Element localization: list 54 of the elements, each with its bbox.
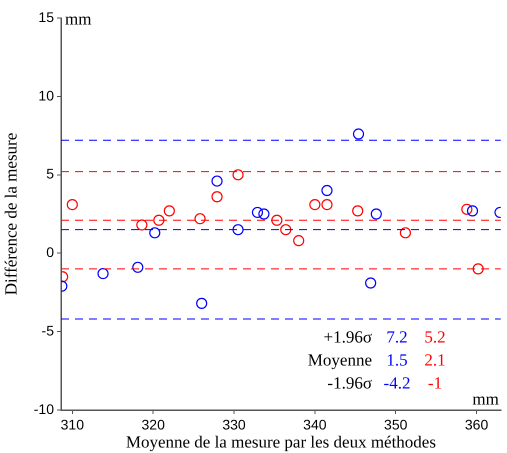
point (321, 198, 333, 210)
x-tick-label: 320 (141, 416, 166, 432)
point (280, 224, 292, 236)
ref-line-label: 2.1 (424, 350, 446, 370)
point (365, 277, 376, 289)
ref-line-label: 5.2 (424, 327, 446, 346)
y-tick-label: -5 (42, 322, 54, 338)
ref-line-label: 7.2 (386, 327, 408, 346)
point (132, 262, 144, 273)
point (271, 214, 282, 226)
point (461, 204, 472, 215)
point (153, 214, 164, 226)
x-tick-label: 350 (384, 416, 408, 432)
point (196, 298, 208, 309)
point (232, 169, 244, 180)
ref-line-label: -4.2 (384, 373, 410, 392)
y-tick-label: 10 (38, 87, 54, 104)
annotation: mm (472, 389, 499, 408)
x-tick-label: 310 (60, 416, 84, 432)
point (370, 208, 382, 220)
point (149, 227, 160, 238)
point (97, 268, 109, 280)
point (472, 263, 484, 274)
annotation: Moyenne (308, 350, 372, 370)
y-axis-title: Différence de la mesure (2, 132, 21, 296)
point (211, 191, 223, 202)
x-axis-title: Moyenne de la mesure par les deux méthodes (126, 432, 436, 452)
point (352, 205, 364, 216)
annotation: mm (65, 9, 92, 28)
annotation: -1.96σ (327, 373, 372, 392)
ref-line-label: 1.5 (386, 350, 408, 370)
point (352, 128, 364, 140)
y-tick-label: 5 (46, 166, 54, 182)
y-tick-label: 15 (38, 8, 54, 25)
point (232, 224, 244, 236)
point (136, 219, 148, 231)
point (321, 184, 333, 196)
y-tick-label: 0 (46, 244, 54, 260)
point (66, 198, 78, 210)
point (258, 208, 270, 220)
point (194, 213, 206, 224)
point (211, 175, 223, 187)
x-tick-label: 340 (303, 416, 327, 432)
point (309, 198, 320, 210)
x-tick-label: 360 (464, 416, 488, 432)
point (164, 205, 175, 216)
point (400, 227, 411, 238)
point (252, 206, 264, 218)
point (466, 205, 478, 216)
point (293, 235, 304, 246)
x-tick-label: 330 (222, 416, 246, 432)
y-tick-label: -10 (34, 400, 54, 417)
ref-line-label: -1 (428, 373, 442, 392)
annotation: +1.96σ (323, 327, 372, 346)
